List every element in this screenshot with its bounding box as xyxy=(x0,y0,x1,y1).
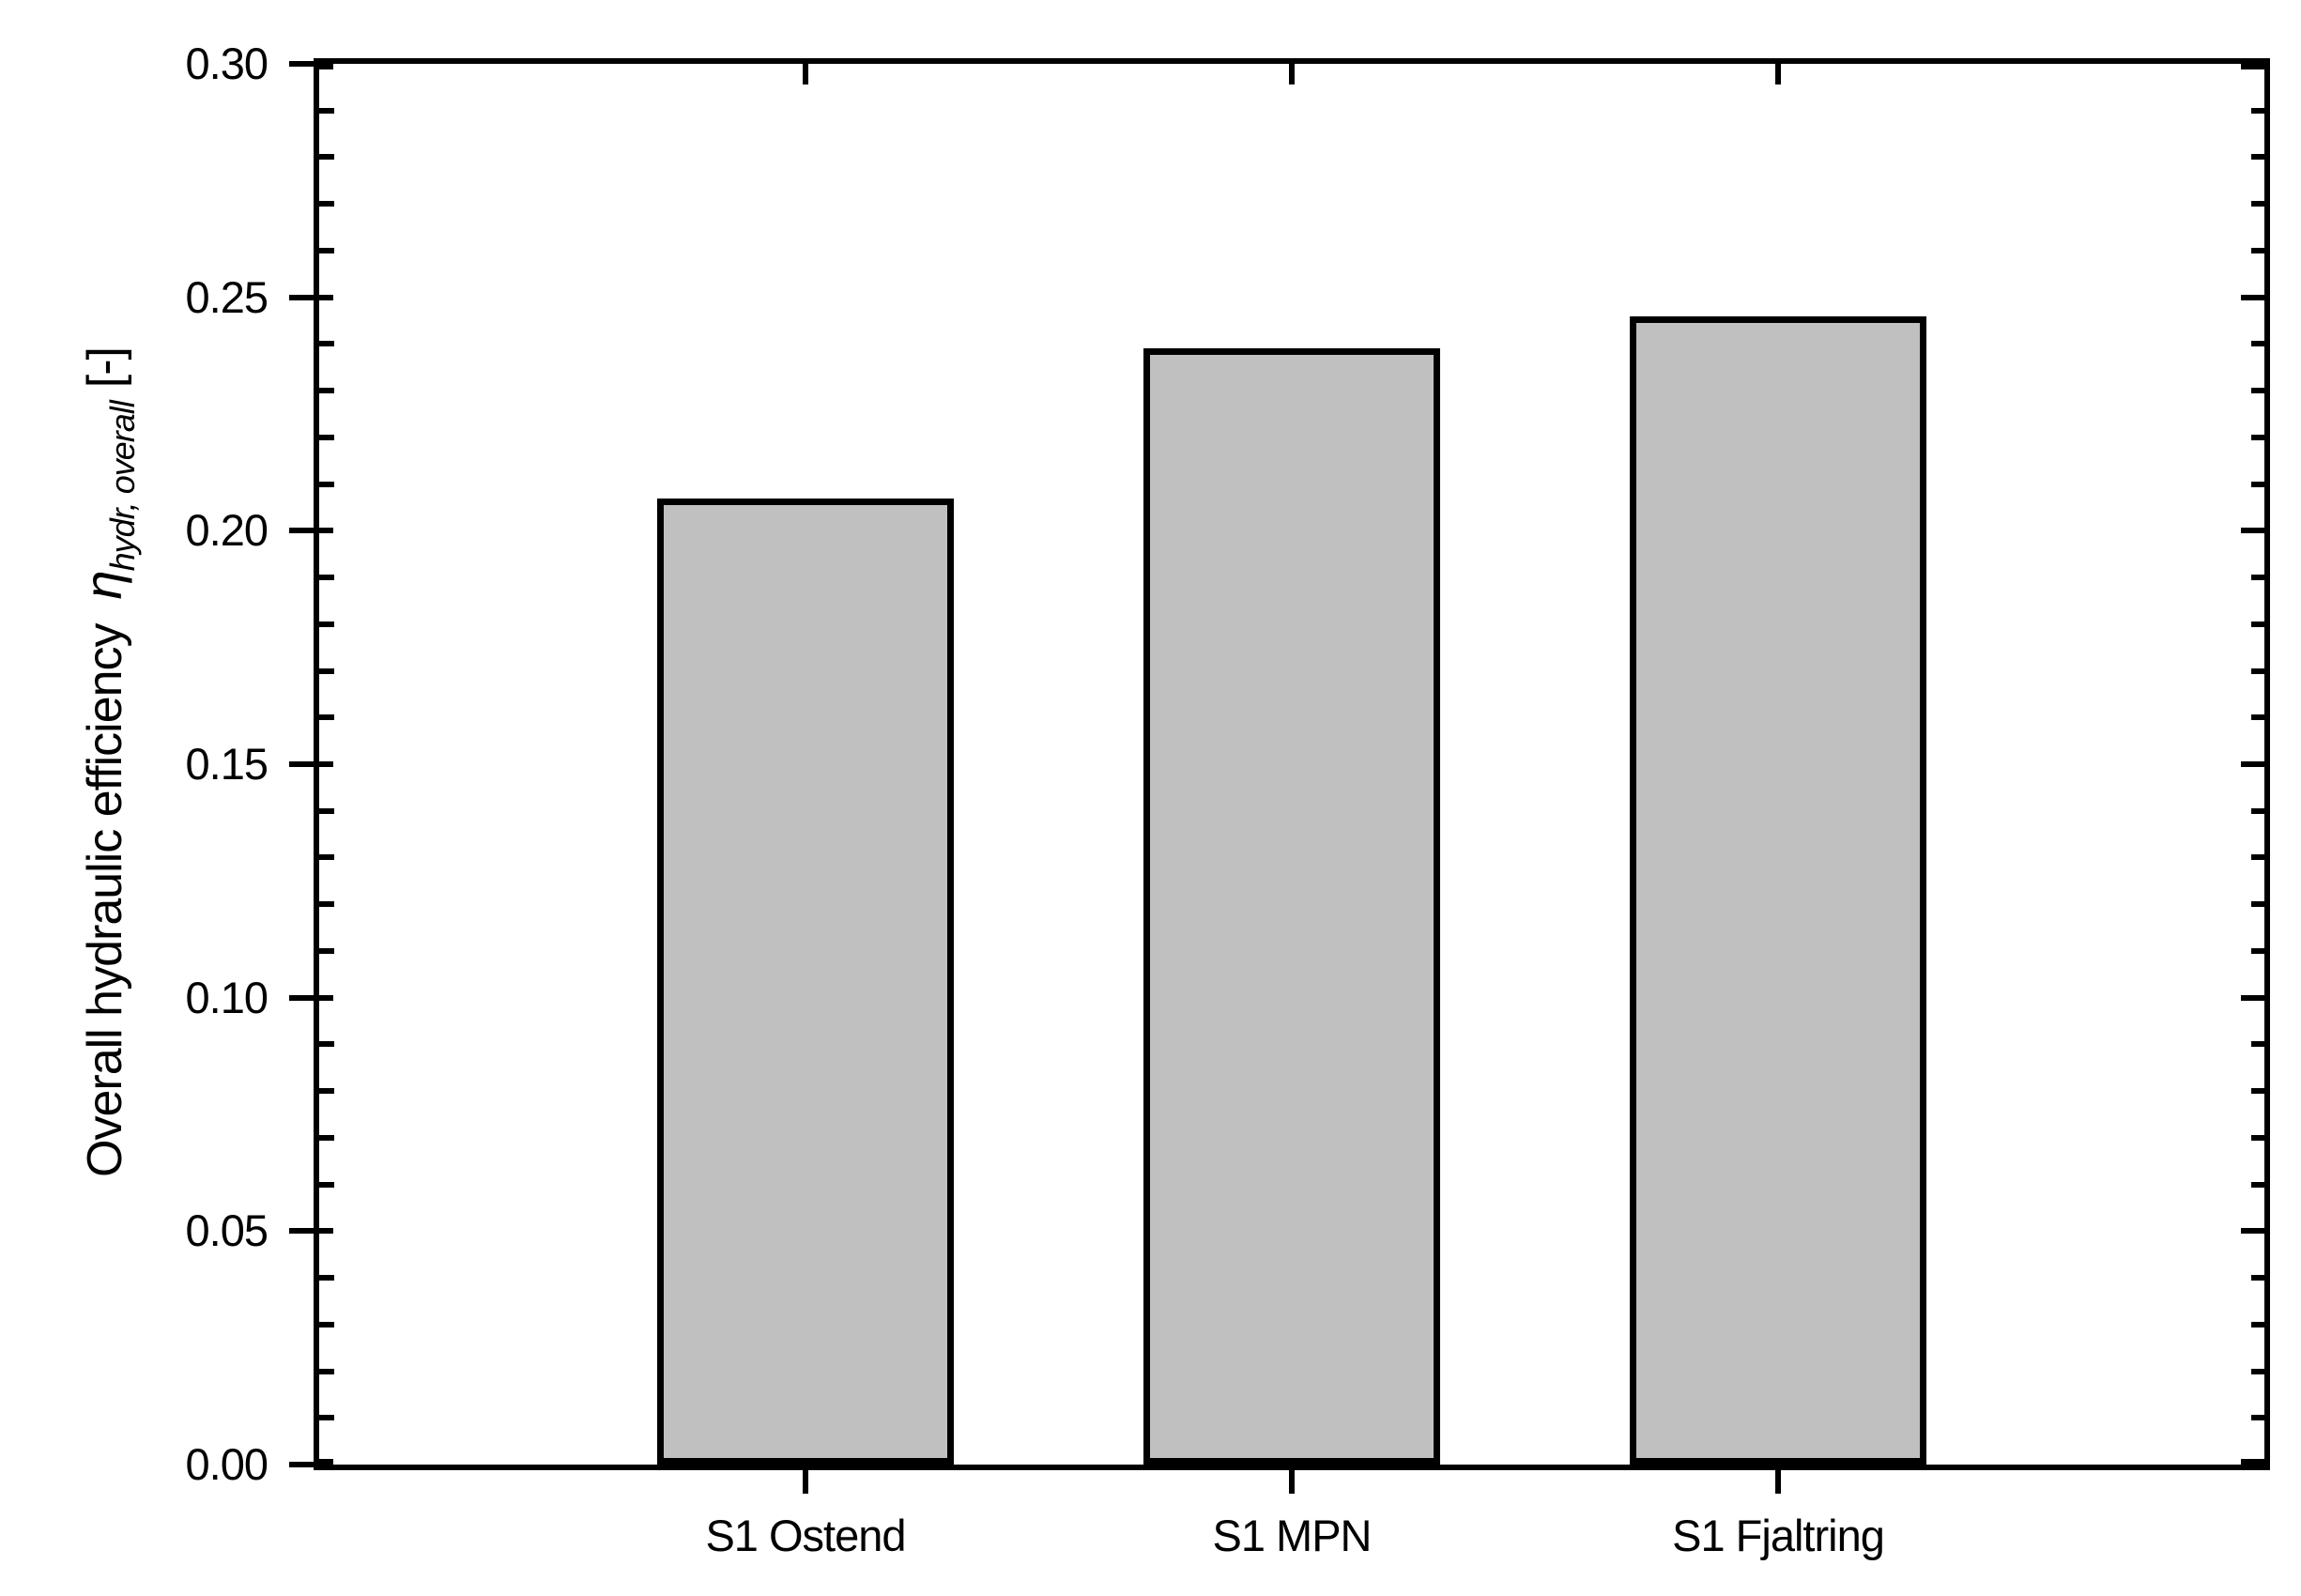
x-tick-label: S1 Fjaltring xyxy=(1672,1511,1885,1560)
y-major-tick-right xyxy=(2241,994,2264,1001)
y-major-tick-left-outer xyxy=(289,528,319,534)
x-tick-label: S1 Ostend xyxy=(705,1511,906,1560)
y-major-tick-left-outer xyxy=(289,294,319,300)
y-major-tick-left xyxy=(319,294,333,300)
plot-frame xyxy=(314,58,2270,1470)
y-minor-tick-right xyxy=(2251,481,2264,487)
y-axis-title-text: Overall hydraulic efficiency xyxy=(78,623,132,1177)
y-minor-tick-right xyxy=(2251,1088,2264,1095)
y-minor-tick-right xyxy=(2251,341,2264,347)
y-major-tick-left-outer xyxy=(289,61,319,67)
y-minor-tick-left xyxy=(319,947,334,954)
y-major-tick-left xyxy=(319,64,333,69)
y-tick-label: 0.00 xyxy=(185,1439,268,1489)
x-top-tick xyxy=(1775,64,1781,84)
x-top-tick xyxy=(1289,64,1295,84)
x-tick-label: S1 MPN xyxy=(1212,1511,1373,1560)
y-minor-tick-right xyxy=(2251,434,2264,440)
y-minor-tick-left xyxy=(319,1134,334,1141)
y-minor-tick-right xyxy=(2251,388,2264,394)
y-tick-label: 0.05 xyxy=(185,1205,268,1256)
y-minor-tick-left xyxy=(319,341,334,347)
y-minor-tick-left xyxy=(319,1415,334,1421)
y-major-tick-left-outer xyxy=(289,1228,319,1235)
y-major-tick-right xyxy=(2241,294,2264,300)
y-minor-tick-right xyxy=(2251,1134,2264,1141)
y-minor-tick-left xyxy=(319,854,334,861)
y-minor-tick-left xyxy=(319,1321,334,1327)
y-minor-tick-left xyxy=(319,201,334,207)
y-minor-tick-left xyxy=(319,1181,334,1188)
y-minor-tick-left xyxy=(319,388,334,394)
y-minor-tick-left xyxy=(319,1275,334,1281)
y-minor-tick-right xyxy=(2251,107,2264,114)
y-minor-tick-right xyxy=(2251,807,2264,814)
y-tick-label: 0.25 xyxy=(185,271,268,322)
y-minor-tick-right xyxy=(2251,1041,2264,1048)
y-minor-tick-right xyxy=(2251,1368,2264,1374)
y-minor-tick-right xyxy=(2251,947,2264,954)
y-minor-tick-right xyxy=(2251,575,2264,581)
x-bottom-tick xyxy=(1775,1465,1781,1494)
bar-s1-mpn xyxy=(1143,348,1440,1465)
y-minor-tick-right xyxy=(2251,154,2264,161)
y-minor-tick-right xyxy=(2251,1181,2264,1188)
y-minor-tick-right xyxy=(2251,621,2264,627)
y-minor-tick-right xyxy=(2251,901,2264,908)
y-minor-tick-left xyxy=(319,575,334,581)
y-minor-tick-left xyxy=(319,901,334,908)
x-bottom-tick xyxy=(803,1465,808,1494)
y-minor-tick-right xyxy=(2251,668,2264,674)
y-major-tick-left xyxy=(319,1459,333,1465)
y-minor-tick-left xyxy=(319,154,334,161)
x-bottom-tick xyxy=(1289,1465,1295,1494)
y-major-tick-right xyxy=(2241,761,2264,767)
y-minor-tick-left xyxy=(319,247,334,253)
y-major-tick-right xyxy=(2241,1228,2264,1235)
y-major-tick-right xyxy=(2241,64,2264,69)
y-minor-tick-right xyxy=(2251,201,2264,207)
y-tick-label: 0.30 xyxy=(185,38,268,88)
y-tick-label: 0.15 xyxy=(185,739,268,789)
y-tick-label: 0.10 xyxy=(185,972,268,1022)
y-major-tick-left xyxy=(319,994,333,1001)
y-major-tick-right xyxy=(2241,528,2264,534)
y-major-tick-left-outer xyxy=(289,761,319,767)
y-minor-tick-left xyxy=(319,714,334,721)
y-minor-tick-left xyxy=(319,481,334,487)
y-tick-label: 0.20 xyxy=(185,505,268,556)
y-minor-tick-left xyxy=(319,434,334,440)
x-top-tick xyxy=(803,64,808,84)
bar-s1-fjaltring xyxy=(1630,316,1926,1465)
y-minor-tick-left xyxy=(319,1088,334,1095)
bar-s1-ostend xyxy=(657,499,954,1465)
plot-area xyxy=(319,64,2264,1465)
y-minor-tick-right xyxy=(2251,1275,2264,1281)
y-major-tick-left xyxy=(319,761,333,767)
y-major-tick-left xyxy=(319,528,333,534)
eta-symbol: η xyxy=(73,571,132,600)
y-minor-tick-left xyxy=(319,668,334,674)
y-minor-tick-right xyxy=(2251,1321,2264,1327)
y-axis-title-units: [-] xyxy=(78,347,132,389)
y-major-tick-left-outer xyxy=(289,1462,319,1467)
y-major-tick-left xyxy=(319,1228,333,1235)
y-minor-tick-right xyxy=(2251,1415,2264,1421)
y-minor-tick-left xyxy=(319,621,334,627)
y-minor-tick-right xyxy=(2251,854,2264,861)
y-minor-tick-left xyxy=(319,1041,334,1048)
y-major-tick-left-outer xyxy=(289,994,319,1001)
y-major-tick-right xyxy=(2241,1459,2264,1465)
y-minor-tick-right xyxy=(2251,714,2264,721)
y-minor-tick-left xyxy=(319,807,334,814)
y-minor-tick-left xyxy=(319,107,334,114)
y-minor-tick-right xyxy=(2251,247,2264,253)
y-minor-tick-left xyxy=(319,1368,334,1374)
